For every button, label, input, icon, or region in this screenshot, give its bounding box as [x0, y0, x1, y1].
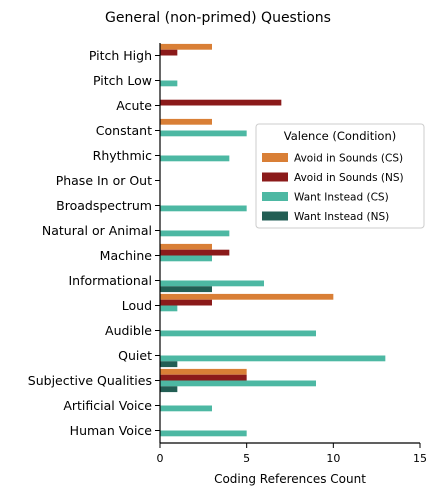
x-tick-label: 0 [157, 452, 164, 465]
category-label: Pitch Low [93, 73, 152, 88]
category-labels: Pitch High Pitch Low Acute Constant Rhythmic… [28, 48, 160, 438]
bar [160, 130, 247, 137]
bar [160, 205, 247, 212]
bar [160, 299, 212, 306]
bar [160, 430, 247, 437]
legend-title: Valence (Condition) [284, 129, 396, 143]
bar [160, 280, 264, 287]
legend-swatch [262, 172, 288, 182]
bar [160, 99, 282, 106]
bar [160, 293, 334, 300]
bar [160, 249, 230, 256]
category-label: Natural or Animal [42, 223, 152, 238]
bar [160, 255, 212, 262]
category-label: Subjective Qualities [28, 373, 152, 388]
bar [160, 374, 247, 381]
category-label: Pitch High [89, 48, 152, 63]
x-ticks: 0 5 10 15 [157, 443, 427, 465]
legend-swatch [262, 211, 288, 221]
bar [160, 155, 230, 162]
x-axis-label: Coding References Count [214, 472, 366, 486]
bar [160, 380, 316, 387]
bar [160, 243, 212, 250]
category-label: Machine [100, 248, 153, 263]
bar [160, 230, 230, 237]
x-tick-label: 15 [413, 452, 427, 465]
bars-group [160, 43, 386, 437]
chart-title: General (non-primed) Questions [105, 10, 331, 26]
category-label: Acute [116, 98, 152, 113]
category-label: Broadspectrum [56, 198, 152, 213]
category-label: Artificial Voice [63, 398, 152, 413]
bar [160, 330, 316, 337]
bar [160, 305, 178, 312]
category-label: Quiet [118, 348, 152, 363]
category-label: Human Voice [70, 423, 153, 438]
legend-box [255, 123, 425, 229]
legend-entry-label: Avoid in Sounds (CS) [294, 153, 403, 165]
legend-items: Avoid in Sounds (CS) Avoid in Sounds (NS)… [262, 153, 404, 223]
legend-swatch [262, 192, 288, 201]
bar [160, 405, 212, 412]
category-label: Informational [69, 273, 153, 288]
bar [160, 361, 178, 368]
category-label: Phase In or Out [56, 173, 152, 188]
bar [160, 80, 178, 87]
bar [160, 386, 178, 393]
legend: Valence (Condition) Avoid in Sounds (CS)… [255, 123, 425, 229]
legend-swatch [262, 153, 288, 162]
bar [160, 49, 178, 56]
bar [160, 43, 212, 50]
bar [160, 368, 247, 375]
bar [160, 286, 212, 293]
category-label: Rhythmic [93, 148, 152, 163]
legend-entry-label: Avoid in Sounds (NS) [294, 172, 404, 184]
x-tick-label: 10 [326, 452, 340, 465]
legend-entry-label: Want Instead (NS) [294, 211, 389, 223]
legend-entry-label: Want Instead (CS) [294, 192, 389, 204]
x-tick-label: 5 [243, 452, 250, 465]
category-label: Loud [122, 298, 152, 313]
category-label: Audible [105, 323, 152, 338]
bar [160, 355, 386, 362]
category-label: Constant [96, 123, 152, 138]
bar [160, 118, 212, 125]
